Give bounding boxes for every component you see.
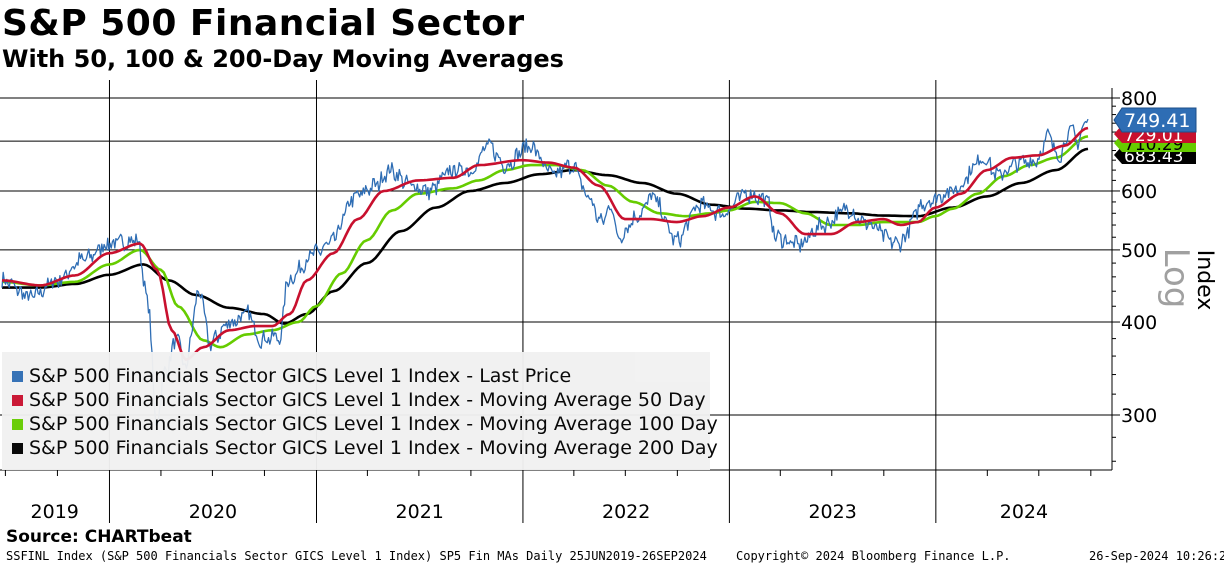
legend-label-ma100: S&P 500 Financials Sector GICS Level 1 I… bbox=[29, 413, 718, 435]
legend-swatch-ma200 bbox=[12, 442, 23, 454]
source-note: Source: CHARTbeat bbox=[6, 527, 192, 547]
last-value-tag-box bbox=[1113, 107, 1197, 133]
series-line-ma200 bbox=[2, 147, 1089, 325]
legend-label-last-price: S&P 500 Financials Sector GICS Level 1 I… bbox=[29, 365, 572, 387]
y-tick-label: 400 bbox=[1121, 312, 1157, 334]
last-value-tag: 749.41 bbox=[1113, 107, 1197, 133]
footer-ticker-info: SSFINL Index (S&P 500 Financials Sector … bbox=[6, 549, 707, 563]
legend-label-ma50: S&P 500 Financials Sector GICS Level 1 I… bbox=[29, 389, 706, 411]
x-tick-label: 2020 bbox=[189, 501, 237, 523]
series-line-ma100 bbox=[1, 135, 1089, 349]
y-tick-label: 600 bbox=[1121, 181, 1157, 203]
log-scale-tag: Log bbox=[1156, 248, 1196, 309]
chart-title: S&P 500 Financial Sector bbox=[2, 3, 525, 44]
legend: S&P 500 Financials Sector GICS Level 1 I… bbox=[2, 352, 718, 470]
legend-item-ma50: S&P 500 Financials Sector GICS Level 1 I… bbox=[2, 388, 710, 412]
chart-subtitle: With 50, 100 & 200-Day Moving Averages bbox=[2, 45, 564, 73]
y-axis-unit-label: Index bbox=[1192, 250, 1217, 311]
legend-item-last-price: S&P 500 Financials Sector GICS Level 1 I… bbox=[2, 364, 710, 388]
axis-layer: 300 400 500 600 800 2019 2020 2021 2022 2023 2024 bbox=[0, 88, 1157, 523]
x-tick-label: 2024 bbox=[1000, 501, 1048, 523]
x-tick-label: 2022 bbox=[602, 501, 650, 523]
legend-swatch-last-price bbox=[12, 370, 23, 382]
legend-item-ma100: S&P 500 Financials Sector GICS Level 1 I… bbox=[2, 412, 718, 436]
y-tick-label: 500 bbox=[1121, 240, 1157, 262]
x-tick-label: 2021 bbox=[396, 501, 444, 523]
legend-item-ma200: S&P 500 Financials Sector GICS Level 1 I… bbox=[2, 436, 718, 460]
x-tick-label: 2023 bbox=[808, 501, 856, 523]
footer-timestamp: 26-Sep-2024 10:26:25 bbox=[1089, 549, 1224, 563]
footer-copyright: Copyright© 2024 Bloomberg Finance L.P. bbox=[736, 549, 1011, 563]
last-value-tag-label: 749.41 bbox=[1124, 110, 1190, 132]
y-tick-label: 300 bbox=[1121, 405, 1157, 427]
legend-swatch-ma50 bbox=[12, 394, 23, 406]
series-line-ma50 bbox=[1, 126, 1089, 361]
y-tick-label: 800 bbox=[1121, 88, 1157, 110]
legend-swatch-ma100 bbox=[12, 418, 23, 430]
legend-label-ma200: S&P 500 Financials Sector GICS Level 1 I… bbox=[29, 437, 718, 459]
x-tick-label: 2019 bbox=[31, 501, 79, 523]
